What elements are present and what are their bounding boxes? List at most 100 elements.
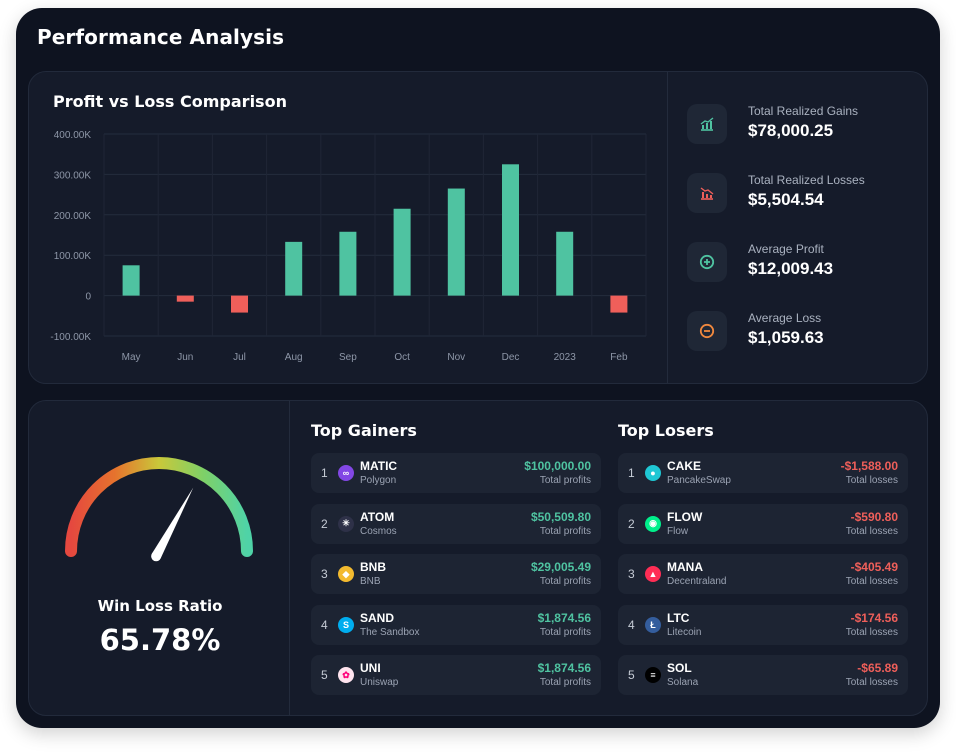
win-loss-gauge: Win Loss Ratio 65.78% [29,401,289,717]
bar-sep[interactable] [339,231,357,296]
coin-name: Solana [667,677,699,688]
loser-row[interactable]: 2 ◉ FLOW Flow -$590.80 Total losses [618,503,908,544]
rank-number: 1 [628,466,635,480]
page-title: Performance Analysis [37,25,285,49]
coin-name: Litecoin [667,626,702,638]
x-tick-label: Jul [233,352,246,363]
coin-symbol: FLOW [667,509,703,524]
stat-value: $1,059.63 [748,328,824,347]
rank-number: 4 [321,617,328,632]
amount-value: $1,874.56 [537,610,591,625]
plus-circle-icon [687,242,727,282]
coin-symbol: SOL [667,661,692,675]
gauge-dial [65,457,253,562]
decentraland-icon: ▲ [645,566,661,582]
chart-down-icon [687,173,727,213]
bar-dec[interactable] [502,164,519,296]
amount-value: -$1,588.00 [840,459,898,473]
stat-label: Average Profit [748,242,824,256]
amount-caption: Total losses [845,626,898,638]
bnb-icon: ◆ [338,566,354,582]
coin-name: Polygon [360,475,397,486]
bar-may[interactable] [122,265,140,296]
x-tick-label: Nov [447,352,465,363]
coin-symbol: MANA [667,560,703,574]
y-tick-label: 300.00K [54,170,92,181]
gainer-row[interactable]: 5 ✿ UNI Uniswap $1,874.56 Total profits [311,655,601,695]
gainer-row[interactable]: 3 ◆ BNB BNB $29,005.49 Total profits [311,554,601,594]
amount-caption: Total losses [845,576,898,587]
bar-jun[interactable] [176,295,194,302]
coin-name: Flow [667,525,689,537]
minus-circle-icon [687,311,727,351]
rank-number: 3 [321,567,328,581]
coin-symbol: SAND [360,610,395,625]
chart-up-icon [687,104,727,144]
panel-divider [289,401,290,715]
bar-oct[interactable] [393,208,411,296]
coin-name: BNB [360,576,381,587]
bar-aug[interactable] [285,241,303,296]
polygon-icon: ∞ [338,465,354,481]
amount-caption: Total profits [539,626,591,638]
bar-nov[interactable] [447,188,465,296]
gauge-value: 65.78% [99,623,221,657]
cosmos-icon: ✳ [338,515,354,532]
rank-number: 3 [628,567,635,581]
coin-name: Cosmos [360,525,397,537]
y-tick-label: 100.00K [54,251,92,262]
performance-dashboard: Performance Analysis Profit vs Loss Comp… [16,8,940,728]
amount-value: -$590.80 [850,509,898,524]
amount-caption: Total profits [539,475,591,486]
stat-total-realized-gains: Total Realized Gains $78,000.25 [687,104,917,146]
coin-symbol: MATIC [360,459,398,473]
amount-value: $100,000.00 [524,459,591,473]
rank-number: 1 [321,466,328,480]
top-gainers-title: Top Gainers [311,421,417,440]
amount-value: -$174.56 [850,610,898,625]
amount-value: -$405.49 [850,560,898,574]
amount-value: $1,874.56 [537,661,591,675]
stat-label: Total Realized Gains [748,104,859,118]
coin-name: Decentraland [667,576,727,587]
stat-label: Average Loss [748,311,822,325]
solana-icon: ≡ [645,667,661,683]
x-tick-label: Jun [177,352,193,363]
rank-number: 5 [321,668,328,682]
rank-number: 4 [628,617,635,632]
stat-average-profit: Average Profit $12,009.43 [687,242,917,284]
amount-value: $50,509.80 [530,509,591,524]
gainer-row[interactable]: 1 ∞ MATIC Polygon $100,000.00 Total profits [311,453,601,493]
bar-feb[interactable] [610,295,628,313]
loser-row[interactable]: 3 ▲ MANA Decentraland -$405.49 Total losses [618,554,908,594]
bar-2023[interactable] [556,231,574,296]
x-tick-label: Aug [285,352,303,363]
rank-number: 2 [628,516,635,531]
loser-row[interactable]: 1 ● CAKE PancakeSwap -$1,588.00 Total losses [618,453,908,493]
gauge-needle [151,487,194,562]
coin-name: PancakeSwap [667,475,731,486]
coin-symbol: CAKE [667,459,702,473]
coin-symbol: LTC [667,610,690,625]
coin-symbol: ATOM [360,509,395,524]
coin-name: Uniswap [360,677,399,688]
x-tick-label: Sep [339,352,357,363]
rank-number: 2 [321,516,328,531]
y-tick-label: 400.00K [54,130,92,141]
flow-icon: ◉ [645,515,661,532]
loser-row[interactable]: 5 ≡ SOL Solana -$65.89 Total losses [618,655,908,695]
stat-value: $78,000.25 [748,121,834,140]
amount-caption: Total profits [539,525,591,537]
sandbox-icon: S [338,616,354,633]
panel-divider [667,72,668,383]
gainer-row[interactable]: 4 S SAND The Sandbox $1,874.56 Total profits [311,604,601,645]
pancakeswap-icon: ● [645,465,661,481]
bar-jul[interactable] [231,295,248,313]
stat-total-realized-losses: Total Realized Losses $5,504.54 [687,173,917,215]
gainer-row[interactable]: 2 ✳ ATOM Cosmos $50,509.80 Total profits [311,503,601,544]
stat-label: Total Realized Losses [748,173,865,187]
x-tick-label: Dec [502,352,520,363]
loser-row[interactable]: 4 Ł LTC Litecoin -$174.56 Total losses [618,604,908,645]
gauge-hub [151,551,162,562]
coin-symbol: BNB [360,560,386,574]
